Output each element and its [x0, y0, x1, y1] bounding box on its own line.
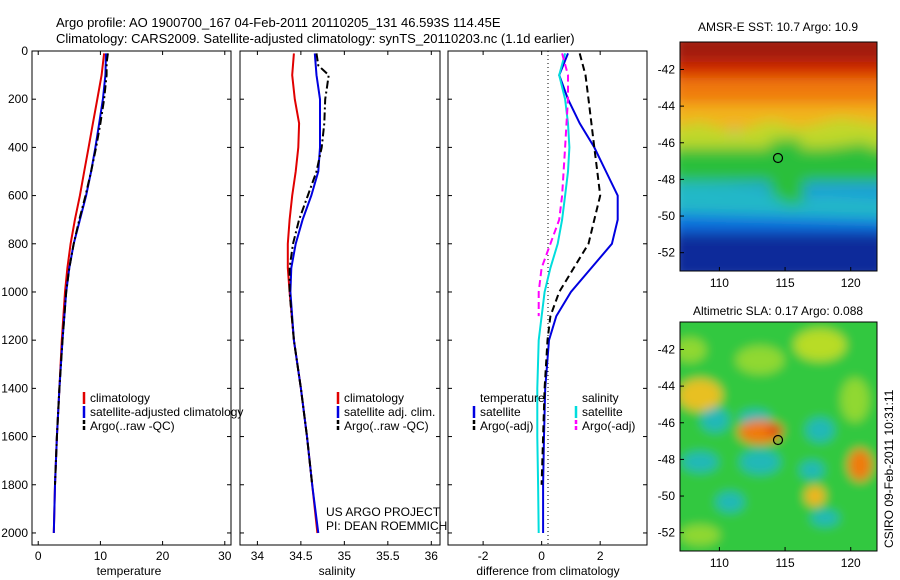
y-tick-label: 2000: [1, 526, 28, 540]
sal-legend-climatology: climatology: [344, 391, 404, 405]
temperature-legend: climatology satellite-adjusted climatolo…: [82, 391, 243, 433]
map-x-tick-label: 110: [710, 276, 729, 290]
x-tick-label: 35.5: [376, 549, 400, 563]
y-tick-label: 200: [8, 92, 28, 106]
difference-legend: temperature satellite Argo(-adj) salinit…: [472, 391, 635, 433]
series-line-temperature-satellite: [542, 53, 619, 533]
y-tick-label: 1200: [1, 333, 28, 347]
y-tick-label: 1000: [1, 285, 28, 299]
x-tick-label: 36: [425, 549, 439, 563]
difference-profiles: [536, 53, 619, 534]
temperature-plot-frame: [31, 50, 232, 546]
diff-legend-temperature-title: temperature: [480, 391, 545, 405]
salinity-legend: climatology satellite adj. clim. Argo(..…: [336, 391, 435, 433]
series-line-argo-raw-qc: [288, 53, 330, 485]
y-tick-label: 1600: [1, 430, 28, 444]
difference-xlabel: difference from climatology: [476, 564, 619, 578]
sal-legend-argo: Argo(..raw -QC): [344, 419, 429, 433]
map-y-tick-label: -46: [658, 416, 676, 430]
map-y-tick-label: -52: [658, 526, 676, 540]
sst-map-frame: [679, 41, 878, 272]
header-line1: Argo profile: AO 1900700_167 04-Feb-2011…: [56, 15, 501, 30]
temp-legend-argo: Argo(..raw -QC): [90, 419, 175, 433]
map-y-tick-label: -42: [658, 62, 676, 76]
depth-axis: 0 200 400 600 800 1000 1200 1400 1600 1800 2000: [1, 44, 647, 540]
x-tick-label: 34.5: [289, 549, 313, 563]
x-tick-label: 10: [94, 549, 108, 563]
series-line-salinity-argo-adj: [537, 53, 569, 317]
temperature-profiles: [52, 53, 109, 534]
sst-argo-marker: [772, 152, 784, 164]
temp-legend-satellite: satellite-adjusted climatology: [90, 405, 243, 419]
y-tick-label: 1400: [1, 381, 28, 395]
map-y-tick-label: -48: [658, 172, 676, 186]
side-timestamp-label: CSIRO 09-Feb-2011 10:31:11: [882, 389, 896, 548]
y-tick-label: 0: [21, 44, 28, 58]
x-tick-label: 0: [538, 549, 545, 563]
y-tick-label: 400: [8, 140, 28, 154]
temperature-xlabel: temperature: [97, 564, 162, 578]
diff-legend-temp-satellite: satellite: [480, 405, 521, 419]
temp-legend-climatology: climatology: [90, 391, 150, 405]
map-x-tick-label: 120: [841, 556, 861, 570]
sla-map-axes: 110 115 120 -42 -44 -46 -48 -50 -52: [658, 342, 861, 570]
map-y-tick-label: -42: [658, 342, 676, 356]
x-tick-label: -2: [478, 549, 489, 563]
sla-map: [680, 322, 877, 551]
x-tick-label: 0: [35, 549, 42, 563]
series-line-climatology: [286, 53, 319, 534]
y-tick-label: 600: [8, 189, 28, 203]
series-line-temperature-argo-adj: [540, 53, 602, 485]
x-axes: 0 10 20 30 34 34.5 35 35.5 36 -2 0 2: [35, 51, 604, 563]
sla-map-frame: [679, 321, 878, 552]
map-y-tick-label: -48: [658, 452, 676, 466]
salinity-profiles: [286, 53, 330, 534]
x-tick-label: 35: [338, 549, 352, 563]
x-tick-label: 34: [251, 549, 265, 563]
series-line-satellite-adj-clim: [289, 53, 321, 534]
x-tick-label: 2: [597, 549, 604, 563]
difference-plot-frame: [447, 50, 648, 546]
sst-map-title: AMSR-E SST: 10.7 Argo: 10.9: [698, 20, 858, 34]
series-line-climatology: [52, 53, 106, 534]
sla-argo-marker: [772, 434, 784, 446]
salinity-xlabel: salinity: [319, 564, 356, 578]
sal-legend-satellite: satellite adj. clim.: [344, 405, 435, 419]
credits-line2: PI: DEAN ROEMMICH: [326, 519, 447, 533]
credits-line1: US ARGO PROJECT: [326, 505, 441, 519]
diff-legend-temp-argo: Argo(-adj): [480, 419, 533, 433]
map-x-tick-label: 110: [710, 556, 729, 570]
header-line2: Climatology: CARS2009. Satellite-adjuste…: [56, 31, 575, 46]
map-x-tick-label: 115: [775, 276, 794, 290]
diff-legend-sal-argo: Argo(-adj): [582, 419, 635, 433]
series-line-argo-raw-qc: [54, 53, 109, 485]
diff-legend-sal-satellite: satellite: [582, 405, 623, 419]
map-x-tick-label: 115: [775, 556, 794, 570]
salinity-plot-frame: [239, 50, 441, 546]
sst-map: [680, 42, 877, 271]
diff-legend-salinity-title: salinity: [582, 391, 619, 405]
map-y-tick-label: -52: [658, 246, 676, 260]
map-y-tick-label: -44: [658, 379, 676, 393]
y-tick-label: 800: [8, 237, 28, 251]
x-tick-label: 30: [218, 549, 232, 563]
map-y-tick-label: -46: [658, 136, 676, 150]
map-y-tick-label: -44: [658, 99, 676, 113]
x-tick-label: 20: [156, 549, 170, 563]
map-y-tick-label: -50: [658, 209, 676, 223]
map-y-tick-label: -50: [658, 489, 676, 503]
y-tick-label: 1800: [1, 478, 28, 492]
sst-map-axes: 110 115 120 -42 -44 -46 -48 -50 -52: [658, 62, 861, 290]
sla-map-title: Altimetric SLA: 0.17 Argo: 0.088: [693, 304, 863, 318]
series-line-satellite-adjusted-climatology: [52, 53, 107, 534]
map-x-tick-label: 120: [841, 276, 861, 290]
